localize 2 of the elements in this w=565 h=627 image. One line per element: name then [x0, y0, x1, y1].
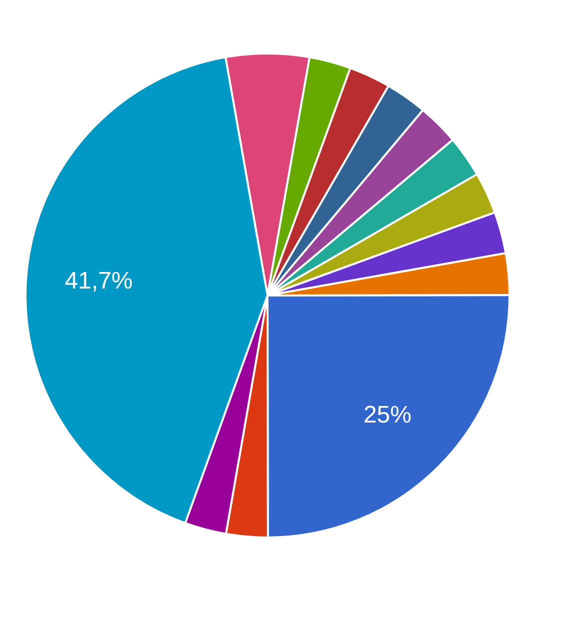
data-label: 25% [363, 402, 412, 429]
data-label: 41,7% [64, 267, 133, 294]
